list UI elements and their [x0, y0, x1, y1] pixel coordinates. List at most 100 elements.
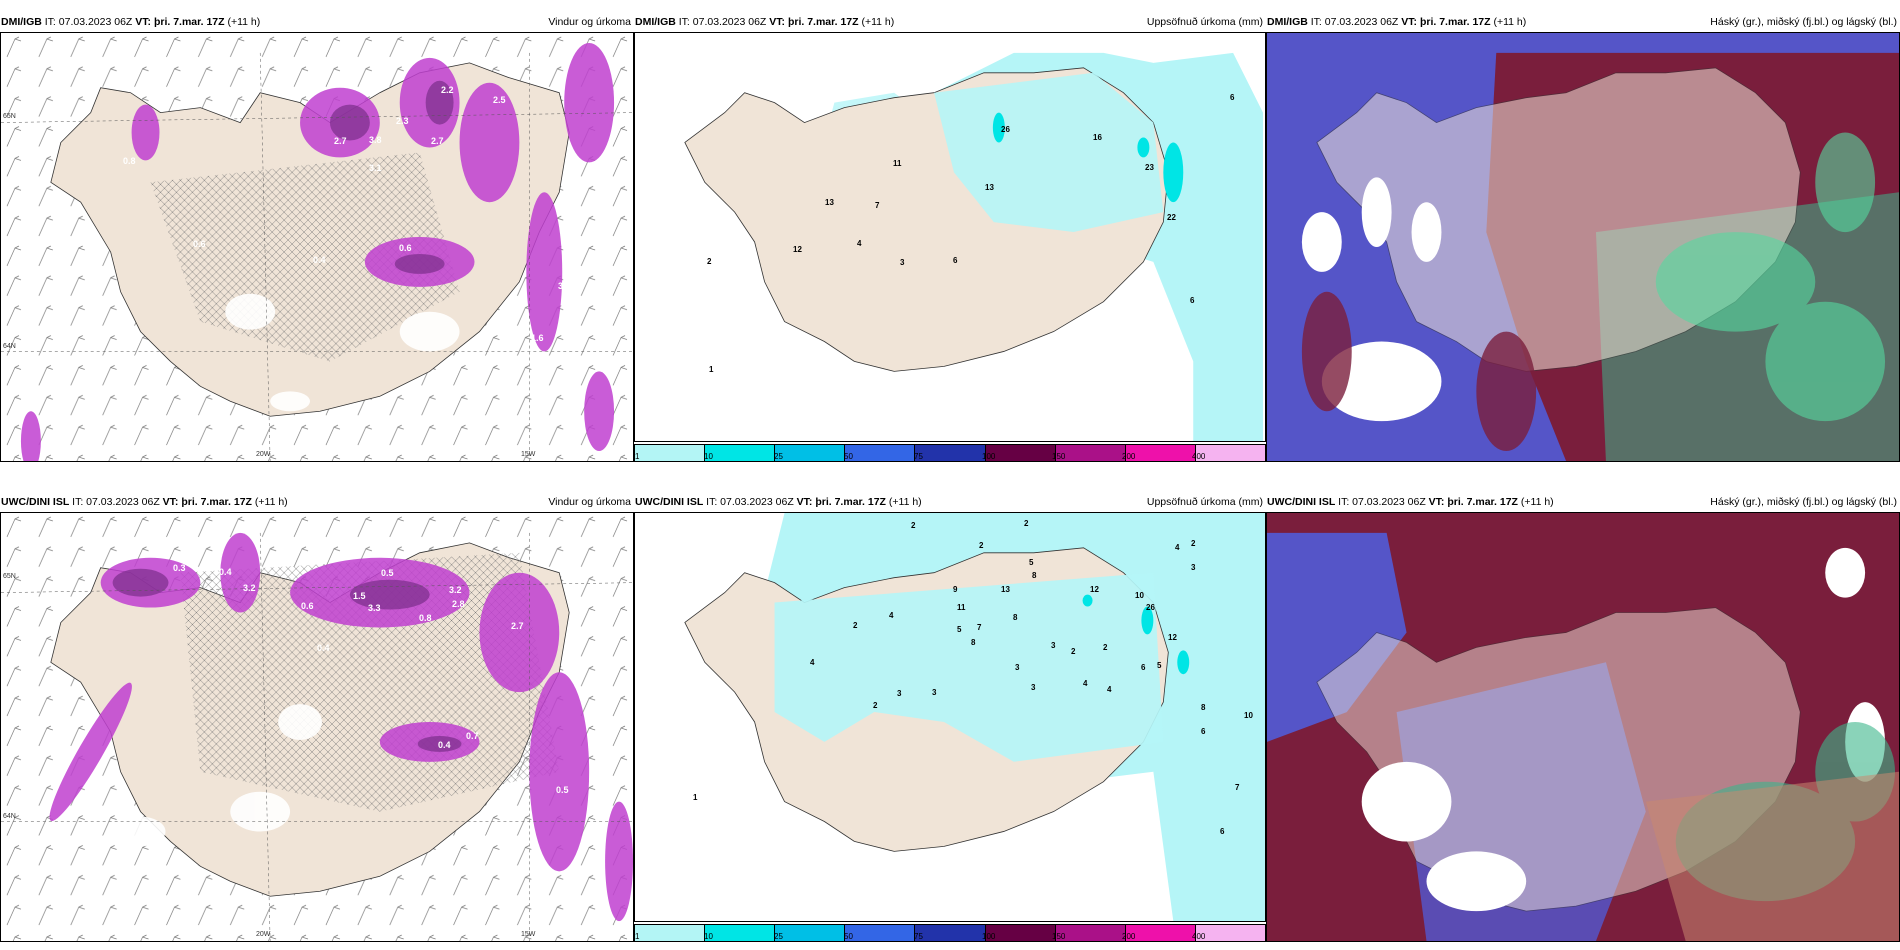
init-time: IT: 07.03.2023 06Z — [678, 16, 767, 28]
precip-value: 6 — [1141, 663, 1146, 672]
panel-wind-dmi: DMI/IGB IT: 07.03.2023 06Z VT: þri. 7.ma… — [0, 12, 634, 464]
lat-label: 65N — [3, 113, 16, 120]
colorbar-label: 400 — [1192, 932, 1206, 941]
wind-value: 0.8 — [123, 156, 136, 166]
colorbar-label: 150 — [1052, 932, 1066, 941]
model-name: DMI/IGB — [1267, 16, 1308, 28]
panel-precip-dmi: DMI/IGB IT: 07.03.2023 06Z VT: þri. 7.ma… — [634, 12, 1266, 464]
wind-value: 0.7 — [466, 731, 479, 741]
precip-value: 6 — [1230, 93, 1235, 102]
init-time: IT: 07.03.2023 06Z — [72, 496, 160, 508]
vt-label: VT: — [135, 16, 152, 28]
lat-label: 65N — [3, 573, 16, 580]
precip-value: 2 — [1191, 539, 1196, 548]
wind-value: 4.2 — [569, 663, 582, 673]
valid-time: þri. 7.mar. 17Z — [181, 496, 252, 508]
precip-value: 6 — [953, 256, 958, 265]
panel-header: UWC/DINI ISL IT: 07.03.2023 06Z VT: þri.… — [0, 492, 634, 512]
panel-wind-uwc: UWC/DINI ISL IT: 07.03.2023 06Z VT: þri.… — [0, 492, 634, 944]
precip-value: 3 — [1031, 683, 1036, 692]
valid-time: þri. 7.mar. 17Z — [1447, 496, 1518, 508]
precip-value: 10 — [1135, 591, 1144, 600]
lead-time: (+11 h) — [861, 16, 895, 28]
colorbar-label: 50 — [844, 932, 853, 941]
init-time: IT: 07.03.2023 06Z — [44, 16, 133, 28]
lead-time: (+11 h) — [227, 16, 261, 28]
valid-time: þri. 7.mar. 17Z — [787, 16, 859, 28]
panel-header: DMI/IGB IT: 07.03.2023 06Z VT: þri. 7.ma… — [634, 12, 1266, 32]
precip-value: 26 — [1146, 603, 1155, 612]
wind-map: 0.3 0.4 3.2 1.5 3.3 3.2 2.8 0.5 0.4 0.6 … — [0, 512, 634, 942]
precip-value: 4 — [810, 658, 815, 667]
precip-map: 6 26 16 11 13 7 23 22 13 4 12 3 6 2 6 1 — [634, 32, 1266, 442]
precip-value: 3 — [932, 688, 937, 697]
lon-label: 20W — [256, 451, 271, 458]
panel-clouds-uwc: UWC/DINI ISL IT: 07.03.2023 06Z VT: þri.… — [1266, 492, 1900, 944]
colorbar-label: 200 — [1122, 932, 1136, 941]
precip-value: 13 — [985, 183, 994, 192]
panel-precip-uwc: UWC/DINI ISL IT: 07.03.2023 06Z VT: þri.… — [634, 492, 1266, 944]
colorbar-label: 50 — [844, 452, 853, 461]
vt-label: VT: — [162, 496, 179, 508]
precip-value: 2 — [707, 257, 712, 266]
wind-value: 0.6 — [399, 243, 412, 253]
precip-map: 2 2 2 4 2 3 5 8 12 10 26 11 13 9 4 2 5 8… — [634, 512, 1266, 922]
wind-value: 2.5 — [493, 95, 506, 105]
wind-value: 3.0 — [558, 281, 571, 291]
product-title: Uppsöfnuð úrkoma (mm) — [1146, 496, 1263, 508]
cloud-map — [1266, 32, 1900, 462]
wind-value: 2.7 — [334, 136, 347, 146]
precip-value: 3 — [1191, 563, 1196, 572]
lon-label: 20W — [256, 931, 271, 938]
lon-label: 15W — [521, 451, 536, 458]
precip-colorbar — [634, 444, 1266, 462]
product-title: Uppsöfnuð úrkoma (mm) — [1146, 16, 1263, 28]
colorbar-label: 100 — [982, 932, 996, 941]
colorbar-label: 1 — [635, 452, 640, 461]
precip-value: 4 — [857, 239, 862, 248]
precip-value: 5 — [957, 625, 962, 634]
colorbar-label: 1 — [635, 932, 640, 941]
wind-value: 0.8 — [419, 613, 432, 623]
wind-value: 1.5 — [353, 591, 366, 601]
vt-label: VT: — [796, 496, 813, 508]
precip-value: 26 — [1001, 125, 1010, 134]
precip-value: 1 — [709, 365, 714, 374]
vt-label: VT: — [1428, 496, 1445, 508]
lead-time: (+11 h) — [1520, 496, 1554, 508]
model-name: DMI/IGB — [635, 16, 676, 28]
model-name: UWC/DINI ISL — [1, 496, 70, 508]
colorbar-label: 10 — [704, 452, 713, 461]
colorbar-label: 25 — [774, 452, 783, 461]
colorbar-label: 200 — [1122, 452, 1136, 461]
lon-label: 15W — [521, 931, 536, 938]
model-name: DMI/IGB — [1, 16, 42, 28]
precip-value: 6 — [1190, 296, 1195, 305]
precip-value: 16 — [1093, 133, 1102, 142]
precip-value: 12 — [793, 245, 802, 254]
colorbar-label: 75 — [914, 452, 923, 461]
model-name: UWC/DINI ISL — [635, 496, 704, 508]
precip-value: 2 — [979, 541, 984, 550]
wind-value: 3.2 — [243, 583, 256, 593]
wind-value: 2.7 — [431, 136, 444, 146]
wind-value: 1.6 — [531, 333, 544, 343]
colorbar-label: 100 — [982, 452, 996, 461]
product-title: Háský (gr.), miðský (fj.bl.) og lágský (… — [1710, 16, 1897, 28]
init-time: IT: 07.03.2023 06Z — [706, 496, 794, 508]
precip-value: 2 — [1103, 643, 1108, 652]
precip-value: 2 — [1071, 647, 1076, 656]
wind-value: 0.4 — [219, 567, 232, 577]
precip-value: 10 — [1244, 711, 1253, 720]
wind-value: 0.5 — [381, 568, 394, 578]
panel-header: DMI/IGB IT: 07.03.2023 06Z VT: þri. 7.ma… — [0, 12, 634, 32]
vt-label: VT: — [769, 16, 786, 28]
lat-label: 64N — [3, 343, 16, 350]
precip-value: 3 — [1015, 663, 1020, 672]
precip-value: 2 — [911, 521, 916, 530]
colorbar-label: 75 — [914, 932, 923, 941]
panel-header: UWC/DINI ISL IT: 07.03.2023 06Z VT: þri.… — [634, 492, 1266, 512]
product-title: Háský (gr.), miðský (fj.bl.) og lágský (… — [1710, 496, 1897, 508]
wind-value: 0.4 — [313, 255, 326, 265]
precip-value: 8 — [1013, 613, 1018, 622]
